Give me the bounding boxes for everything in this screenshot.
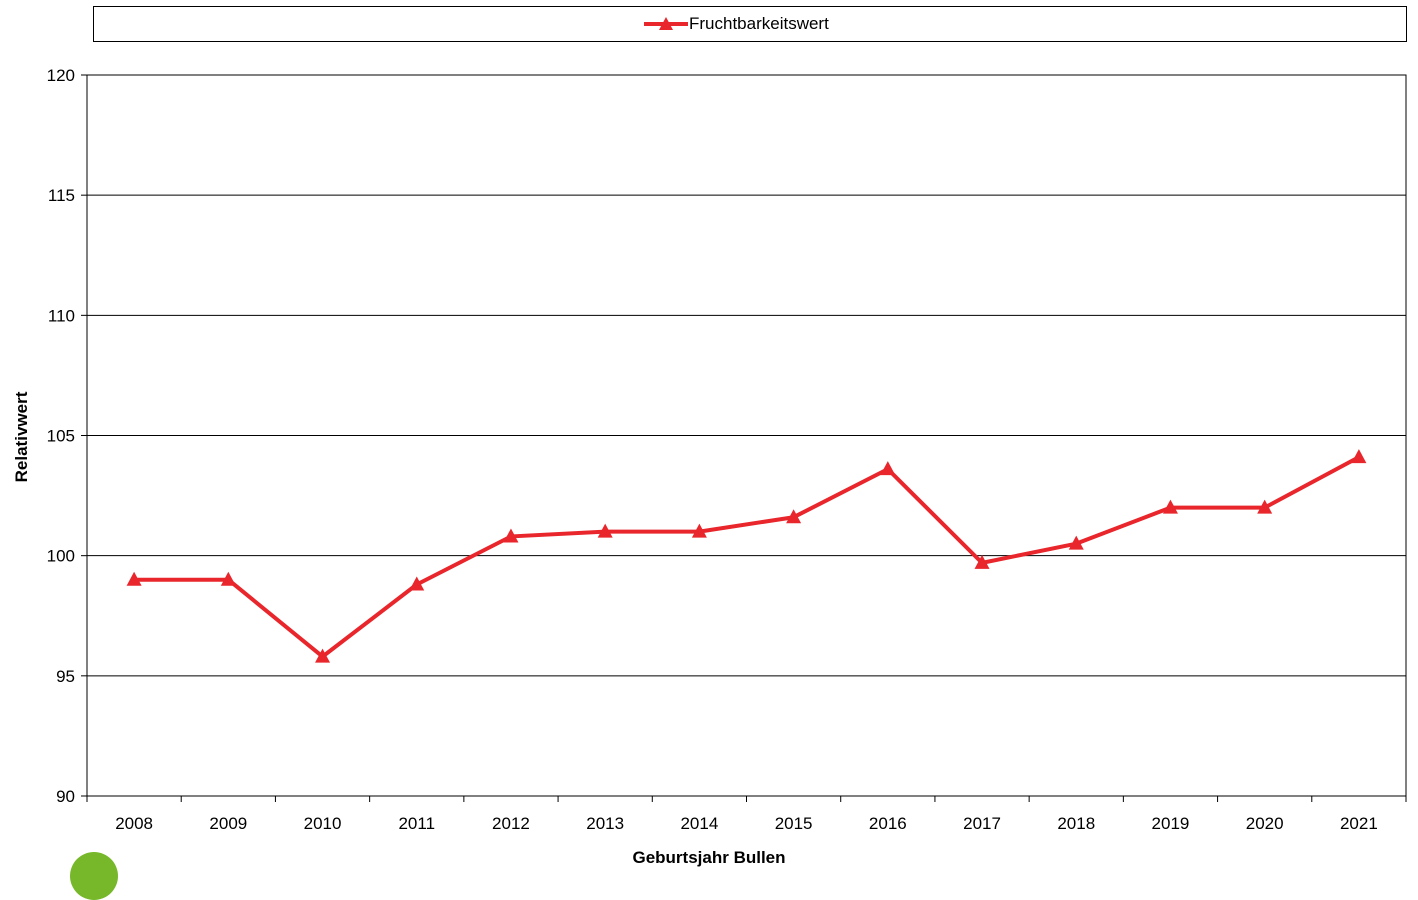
logo-shape — [70, 852, 118, 900]
data-point-marker — [597, 523, 613, 538]
legend-swatch-icon — [644, 17, 688, 30]
data-point-marker — [220, 571, 236, 586]
y-tick-label: 95 — [56, 667, 75, 686]
x-tick-label: 2010 — [304, 814, 342, 833]
data-point-marker — [409, 576, 425, 591]
x-tick-label: 2012 — [492, 814, 530, 833]
x-tick-label: 2013 — [586, 814, 624, 833]
series-line — [134, 455, 1360, 659]
y-axis-title: Relativwert — [12, 391, 31, 483]
data-point-marker — [786, 509, 802, 524]
y-tick-label: 115 — [48, 186, 75, 205]
line-chart: 90 95 100 105 110 115 120 2008 2009 2010 2011 2012 2… — [47, 66, 1407, 833]
data-point-marker — [503, 528, 519, 543]
x-tick-label: 2021 — [1340, 814, 1378, 833]
x-tick-label: 2017 — [963, 814, 1001, 833]
y-tick-label: 105 — [47, 427, 75, 446]
x-tick-label: 2019 — [1152, 814, 1190, 833]
legend-label: Fruchtbarkeitswert — [689, 14, 829, 33]
data-point-marker — [974, 554, 990, 569]
y-tick-label: 90 — [56, 787, 75, 806]
x-tick-label: 2011 — [398, 814, 435, 833]
x-tick-label: 2018 — [1057, 814, 1095, 833]
x-tick-label: 2020 — [1246, 814, 1284, 833]
data-point-marker — [880, 461, 896, 476]
x-tick-label: 2016 — [869, 814, 907, 833]
x-tick-label: 2014 — [680, 814, 718, 833]
data-point-marker — [1162, 499, 1178, 514]
legend: Fruchtbarkeitswert — [93, 6, 1407, 42]
data-point-marker — [1351, 449, 1367, 464]
data-point-marker — [691, 523, 707, 538]
x-tick-label: 2008 — [115, 814, 153, 833]
data-point-marker — [315, 648, 331, 663]
data-point-marker — [1257, 499, 1273, 514]
data-point-marker — [1068, 535, 1084, 550]
x-tick-label: 2009 — [209, 814, 247, 833]
y-tick-label: 100 — [47, 547, 75, 566]
data-point-marker — [126, 571, 142, 586]
x-axis-title: Geburtsjahr Bullen — [632, 848, 786, 867]
legend-item-fruchtbarkeitswert: Fruchtbarkeitswert — [644, 7, 829, 41]
x-tick-label: 2015 — [775, 814, 813, 833]
y-tick-label: 110 — [48, 306, 75, 325]
y-tick-label: 120 — [47, 66, 75, 85]
